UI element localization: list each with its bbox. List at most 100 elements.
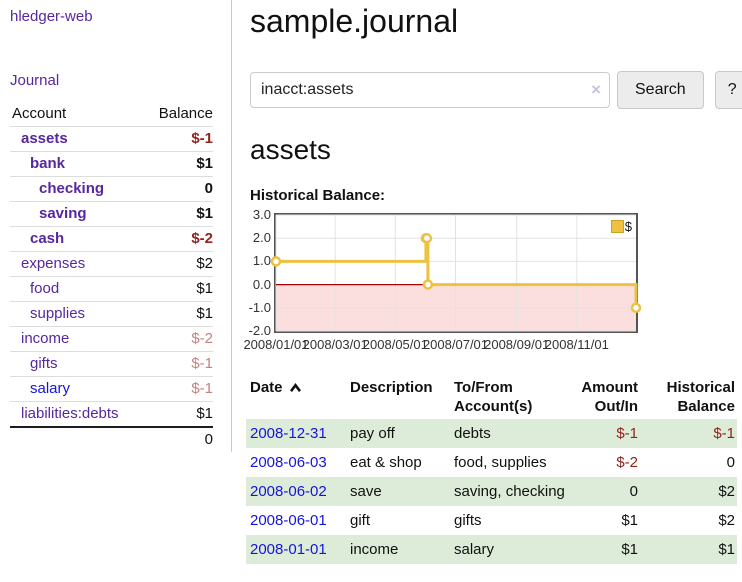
sort-ascending-icon: [289, 379, 302, 398]
register-row: 2008-01-01 income salary $1 $1: [246, 535, 737, 564]
account-balance: $-1: [143, 126, 213, 152]
account-row: saving $1: [10, 201, 213, 227]
column-header-description: Description: [350, 379, 433, 396]
column-header-accounts: To/From Account(s): [454, 379, 533, 415]
account-row: cash $-2: [10, 226, 213, 252]
y-axis-tick-label: 2.0: [252, 230, 271, 246]
column-header-date: Date: [246, 375, 346, 419]
account-row: salary $-1: [10, 376, 213, 402]
account-link-salary[interactable]: salary: [30, 380, 71, 397]
register-row: 2008-06-02 save saving, checking 0 $2: [246, 477, 737, 506]
account-balance: $2: [143, 251, 213, 277]
transaction-balance: $-1: [713, 425, 735, 442]
accounts-total-balance: 0: [143, 426, 213, 452]
account-balance: $1: [143, 151, 213, 177]
search-button[interactable]: Search: [617, 71, 704, 109]
app-window: hledger-web Journal Account Balance asse…: [0, 0, 742, 564]
transaction-date-link[interactable]: 2008-06-02: [250, 483, 327, 500]
clear-search-icon[interactable]: ×: [591, 80, 601, 99]
transaction-amount: 0: [629, 483, 638, 500]
y-axis-tick-label: 3.0: [252, 207, 271, 222]
transaction-date-link[interactable]: 2008-01-01: [250, 541, 327, 558]
y-axis-tick-label: 0.0: [252, 276, 271, 292]
account-row: expenses $2: [10, 251, 213, 277]
account-row: checking 0: [10, 176, 213, 202]
account-row: supplies $1: [10, 301, 213, 327]
chart-legend: $: [610, 219, 632, 234]
account-balance: $1: [143, 276, 213, 302]
balance-column-header: Balance: [158, 105, 213, 122]
page-title: sample.journal: [250, 3, 459, 39]
account-link-assets[interactable]: assets: [21, 130, 68, 147]
account-balance: $-2: [143, 326, 213, 352]
transaction-accounts: saving, checking: [454, 483, 565, 500]
column-header-amount: Amount Out/In: [581, 379, 638, 415]
historical-balance-chart: 3.0 2.0 1.0 0.0 -1.0 -2.0 $ 2008/01/01 2008/03…: [243, 207, 742, 353]
account-balance: 0: [143, 176, 213, 202]
transaction-date-link[interactable]: 2008-06-01: [250, 512, 327, 529]
transaction-description: income: [350, 541, 399, 558]
transaction-balance: $2: [718, 483, 735, 500]
y-axis-tick-label: -1.0: [248, 299, 271, 315]
account-link-food[interactable]: food: [30, 280, 60, 297]
search-input[interactable]: [250, 72, 610, 108]
account-link-expenses[interactable]: expenses: [21, 255, 86, 272]
account-link-supplies[interactable]: supplies: [30, 305, 86, 322]
x-axis-tick-label: 2008/11/01: [544, 337, 609, 352]
chart-title: Historical Balance:: [250, 187, 386, 204]
account-row: gifts $-1: [10, 351, 213, 377]
x-axis-tick-label: 2008/03/01: [302, 337, 368, 352]
account-balance: $-2: [143, 226, 213, 252]
y-axis-tick-label: -2.0: [248, 323, 271, 338]
account-heading: assets: [250, 134, 331, 165]
accounts-column-header: Account: [12, 105, 67, 122]
column-header-balance: Historical Balance: [666, 379, 735, 415]
transaction-accounts: debts: [454, 425, 491, 442]
transaction-date-link[interactable]: 2008-06-03: [250, 454, 327, 471]
accounts-balance-table: Account Balance assets $-1 bank $1 checking 0…: [10, 102, 213, 452]
account-row: liabilities:debts $1: [10, 401, 213, 427]
transaction-date-link[interactable]: 2008-12-31: [250, 425, 327, 442]
transaction-accounts: food, supplies: [454, 454, 547, 471]
main-content: sample.journal × Search ? assets Histori…: [232, 0, 742, 564]
transaction-balance: $2: [718, 512, 735, 529]
register-row: 2008-06-01 gift gifts $1 $2: [246, 506, 737, 535]
register-row: 2008-12-31 pay off debts $-1 $-1: [246, 419, 737, 448]
account-row: food $1: [10, 276, 213, 302]
transaction-accounts: gifts: [454, 512, 482, 529]
accounts-table-body: assets $-1 bank $1 checking 0 saving $1 cash $-2 e…: [10, 126, 213, 427]
account-balance: $1: [143, 201, 213, 227]
transaction-description: eat & shop: [350, 454, 422, 471]
account-balance: $-1: [143, 376, 213, 402]
transaction-balance: 0: [726, 454, 735, 471]
account-link-saving[interactable]: saving: [39, 205, 87, 222]
account-balance: $1: [143, 301, 213, 327]
help-button[interactable]: ?: [714, 71, 742, 109]
x-axis-tick-label: 2008/05/01: [362, 337, 428, 352]
chart-plot-area: $: [270, 213, 642, 333]
account-link-cash[interactable]: cash: [30, 230, 65, 247]
account-link-liabilities-debts[interactable]: liabilities:debts: [21, 405, 119, 422]
x-axis-tick-label: 2008/07/01: [422, 337, 489, 352]
register-row: 2008-06-03 eat & shop food, supplies $-2 0: [246, 448, 737, 477]
transaction-amount: $1: [621, 541, 638, 558]
brand-link[interactable]: hledger-web: [10, 8, 93, 25]
y-axis-tick-label: 1.0: [252, 253, 271, 269]
sidebar: hledger-web Journal Account Balance asse…: [0, 0, 232, 452]
account-link-gifts[interactable]: gifts: [30, 355, 58, 372]
account-link-checking[interactable]: checking: [39, 180, 105, 197]
register-table-body: 2008-12-31 pay off debts $-1 $-1 2008-06-03 ea…: [246, 419, 737, 564]
x-axis-tick-label: 2008/09/01: [484, 337, 550, 352]
transaction-description: gift: [350, 512, 371, 529]
transaction-balance: $1: [718, 541, 735, 558]
register-table: Date Description To/From Account(s) Amou…: [246, 375, 737, 564]
accounts-total-row: 0: [10, 426, 213, 452]
account-link-income[interactable]: income: [21, 330, 70, 347]
chart-y-axis: 3.0 2.0 1.0 0.0 -1.0 -2.0: [246, 207, 274, 338]
transaction-amount: $-2: [616, 454, 638, 471]
account-link-bank[interactable]: bank: [30, 155, 66, 172]
sidebar-item-journal[interactable]: Journal: [10, 72, 60, 89]
legend-swatch-icon: [610, 220, 624, 233]
x-axis-tick-label: 2008/01/01: [243, 337, 309, 352]
balance-chart-svg: [270, 214, 642, 332]
